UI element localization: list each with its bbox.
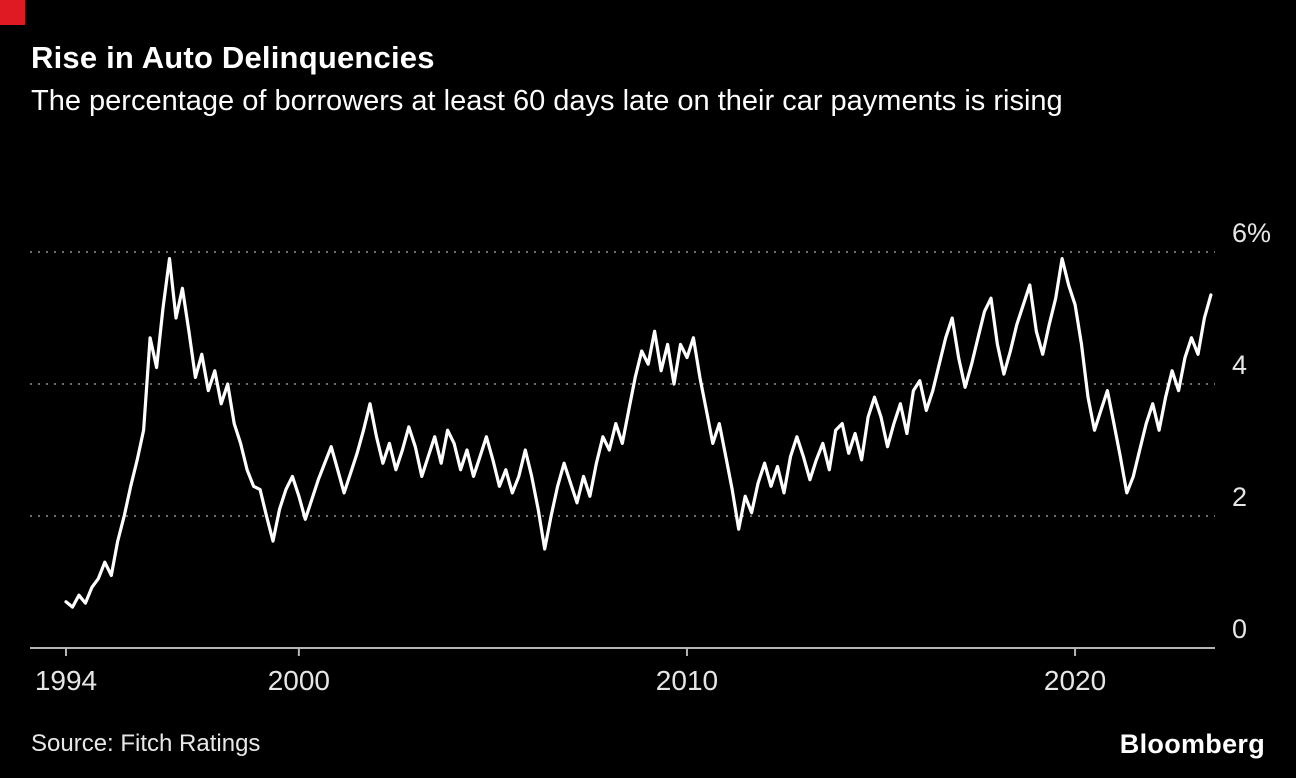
y-tick-label: 6% [1232,218,1271,248]
delinquency-line [64,256,1213,609]
chart-footer: Source: Fitch Ratings Bloomberg [0,724,1296,764]
source-label: Source: Fitch Ratings [31,730,261,757]
chart-header: Rise in Auto Delinquencies The percentag… [31,40,1266,120]
y-tick-label: 4 [1232,350,1247,380]
bloomberg-logo: Bloomberg [1119,728,1265,759]
chart-title: Rise in Auto Delinquencies [31,40,435,75]
y-tick-label: 0 [1232,614,1247,644]
x-tick-label: 2000 [268,665,330,696]
x-tick-label: 2020 [1044,665,1106,696]
x-tick-label: 2010 [656,665,718,696]
line-chart: 6% 4 2 0 1994 2000 2010 2020 [30,218,1271,696]
chart-subtitle: The percentage of borrowers at least 60 … [31,84,1063,117]
y-tick-label: 2 [1232,482,1247,512]
brand-red-square [0,0,25,25]
chart-area: 6% 4 2 0 1994 2000 2010 2020 [0,190,1296,710]
x-tick-label: 1994 [35,665,97,696]
